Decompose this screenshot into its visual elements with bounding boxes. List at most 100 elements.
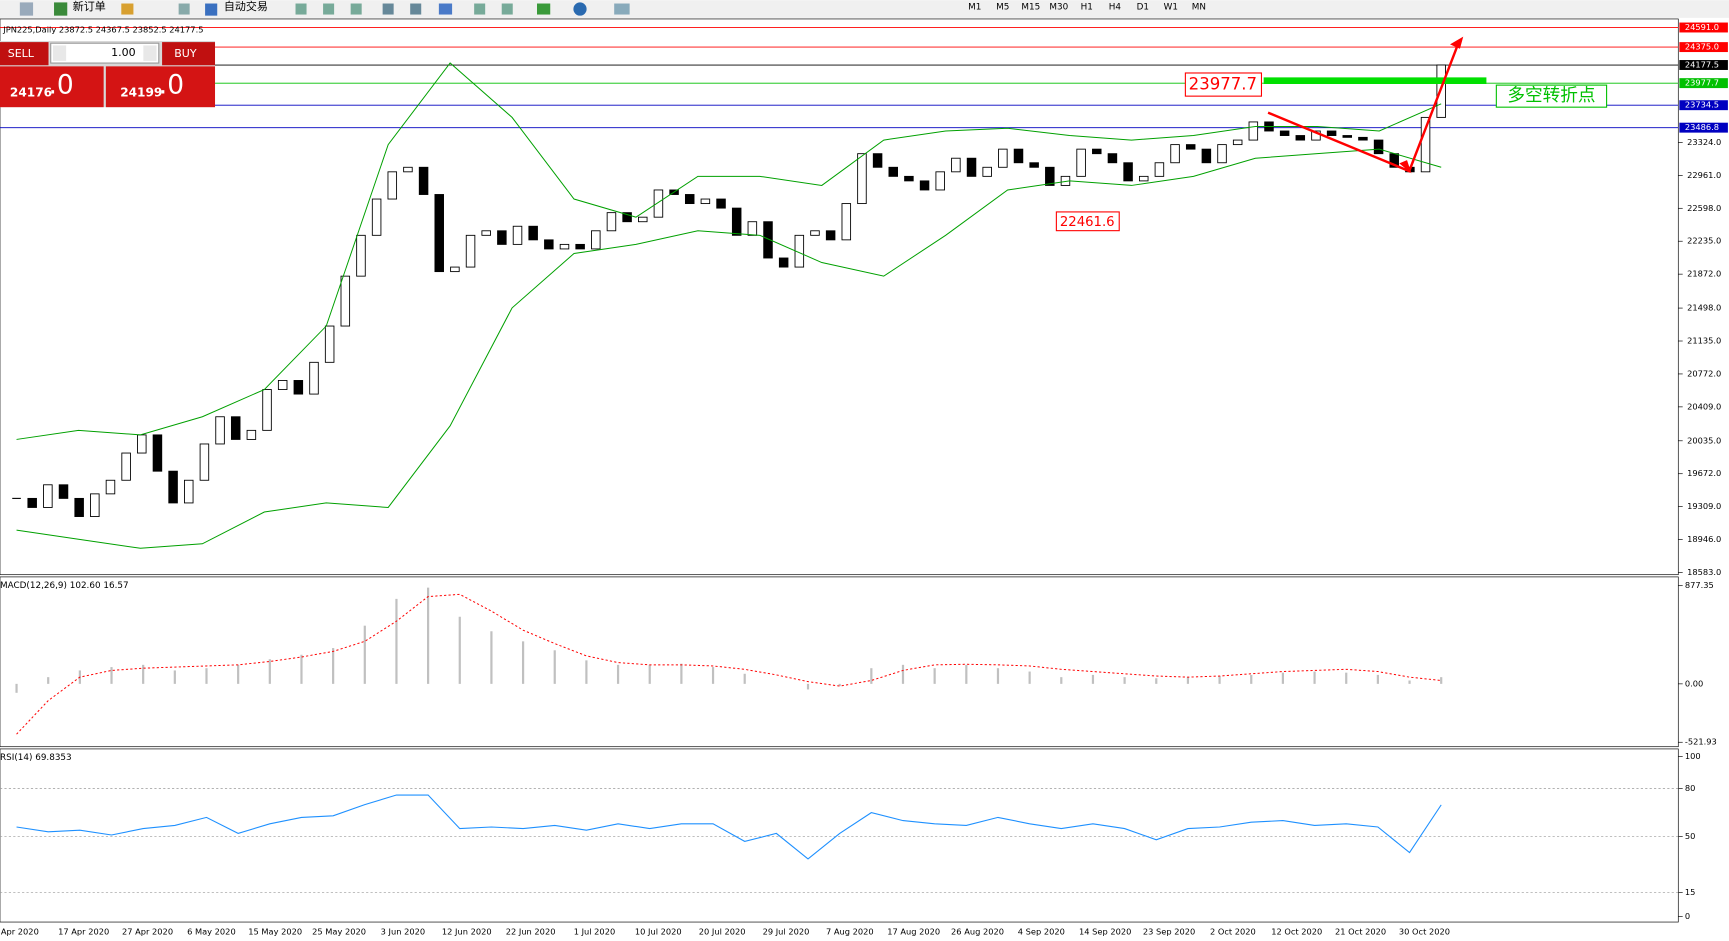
price-label: 23977.7 <box>1685 78 1719 88</box>
date-label: 27 Apr 2020 <box>122 926 173 936</box>
date-label: 21 Oct 2020 <box>1335 926 1386 936</box>
icon[interactable] <box>121 3 134 15</box>
candle <box>1232 139 1243 146</box>
icon[interactable] <box>438 3 453 15</box>
annotation-text: 22461.6 <box>1060 215 1115 230</box>
candle <box>1420 116 1431 173</box>
candle <box>403 166 413 173</box>
rsi-tick-label: 50 <box>1685 831 1696 841</box>
macd-tick-label: 0.00 <box>1685 678 1703 688</box>
candle <box>966 157 977 177</box>
candle <box>747 221 758 236</box>
annotation-text: 23977.7 <box>1189 75 1257 94</box>
candle <box>731 207 742 236</box>
timeframe-button[interactable]: H4 <box>1109 2 1122 12</box>
toolbar-button[interactable]: 自动交易 <box>224 0 268 13</box>
candle <box>58 484 69 499</box>
sell-button[interactable] <box>0 42 49 66</box>
price-tick-label: 19672.0 <box>1687 468 1721 478</box>
candle <box>1107 153 1118 164</box>
price-label-bg <box>1679 22 1728 33</box>
rsi-tick-label: 0 <box>1685 911 1690 921</box>
buy-label[interactable]: BUY <box>174 47 197 60</box>
buy-price[interactable] <box>105 66 216 108</box>
price-label-bg <box>1679 100 1728 111</box>
date-label: 17 Aug 2020 <box>887 926 940 936</box>
date-label: 29 Jul 2020 <box>763 926 810 936</box>
icon[interactable] <box>474 3 486 15</box>
macd-layer: 877.35 0.00 -521.93 <box>15 580 1717 747</box>
icon[interactable] <box>205 3 218 16</box>
sell-price-frac: .0 <box>49 70 74 101</box>
timeframe-button[interactable]: M15 <box>1021 2 1040 12</box>
icon[interactable] <box>382 3 394 15</box>
time-axis: Apr 2020 17 Apr 2020 27 Apr 2020 6 May 2020… <box>1 926 1450 936</box>
lot-down[interactable] <box>52 45 67 61</box>
icon[interactable] <box>537 3 551 15</box>
price-tick-label: 18946.0 <box>1687 534 1721 544</box>
icon[interactable] <box>614 3 630 15</box>
candle <box>1076 148 1086 177</box>
candle <box>1138 175 1149 182</box>
icon[interactable] <box>573 2 587 16</box>
lot-value[interactable]: 1.00 <box>111 46 136 59</box>
candle <box>277 380 288 390</box>
sell-label[interactable]: SELL <box>8 47 35 60</box>
timeframe-button[interactable]: MN <box>1192 2 1206 12</box>
date-label: Apr 2020 <box>1 926 39 936</box>
candle <box>528 225 538 241</box>
timeframe-button[interactable]: D1 <box>1137 2 1149 12</box>
date-label: 30 Oct 2020 <box>1399 926 1450 936</box>
candle <box>1170 144 1180 164</box>
sell-price[interactable] <box>0 66 104 108</box>
icon[interactable] <box>501 3 513 15</box>
candle <box>544 239 554 250</box>
timeframe-button[interactable]: W1 <box>1164 2 1178 12</box>
annotation-box <box>1495 84 1608 108</box>
lot-up[interactable] <box>143 45 157 61</box>
timeframe-button[interactable]: H1 <box>1081 2 1093 12</box>
chart-header: JPN225,Daily 23872.5 24367.5 23852.5 241… <box>2 24 203 34</box>
icon[interactable] <box>19 2 34 16</box>
candle <box>982 166 992 177</box>
candle <box>27 497 37 508</box>
candle <box>841 203 852 241</box>
candle <box>184 479 194 504</box>
date-label: 14 Sep 2020 <box>1079 926 1131 936</box>
icon[interactable] <box>350 3 362 15</box>
icon[interactable] <box>54 2 68 16</box>
timeframe-button[interactable]: M5 <box>996 2 1009 12</box>
candle <box>684 194 695 205</box>
candle <box>575 243 585 250</box>
icon[interactable] <box>410 3 422 15</box>
candle <box>309 361 319 395</box>
candle <box>559 243 570 250</box>
candle <box>262 389 272 431</box>
candle <box>1373 139 1384 155</box>
candle <box>356 234 366 277</box>
candle <box>700 198 711 205</box>
bollinger-band <box>16 148 1442 549</box>
timeframe-button[interactable]: M30 <box>1049 2 1068 12</box>
buy-button[interactable] <box>162 42 216 66</box>
date-label: 25 May 2020 <box>312 926 366 936</box>
candle <box>481 230 491 236</box>
icon[interactable] <box>295 3 307 15</box>
price-tick-label: 21135.0 <box>1687 336 1721 346</box>
price-tick-label: 20772.0 <box>1687 368 1721 378</box>
icon[interactable] <box>178 3 190 15</box>
candle <box>716 198 726 209</box>
candle <box>340 275 351 327</box>
candle <box>998 148 1008 168</box>
toolbar-button[interactable]: 新订单 <box>73 0 106 13</box>
toolbar <box>0 0 1729 18</box>
icon[interactable] <box>323 3 335 15</box>
price-label-bg <box>1679 122 1728 133</box>
timeframe-button[interactable]: M1 <box>968 2 981 12</box>
candle <box>105 479 116 495</box>
price-layer: 23324.0 22961.0 22598.0 22235.0 21872.0 21498… <box>0 22 1728 577</box>
price-tick-label: 20409.0 <box>1687 401 1721 411</box>
lot-input[interactable] <box>50 42 160 64</box>
candle <box>1185 144 1196 150</box>
